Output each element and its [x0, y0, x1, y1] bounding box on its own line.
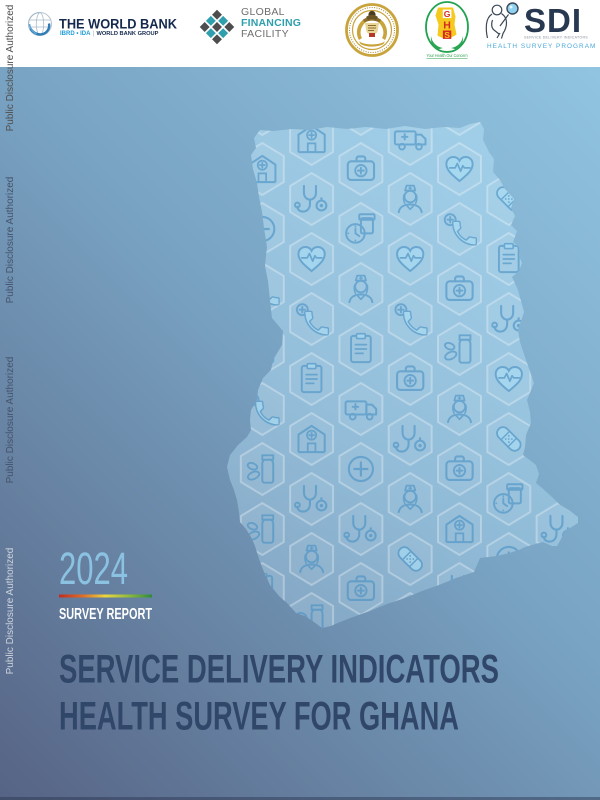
svg-text:WORLD BANK GROUP: WORLD BANK GROUP [97, 31, 159, 37]
svg-text:2024: 2024 [59, 543, 128, 594]
svg-text:GLOBAL: GLOBAL [241, 6, 285, 18]
svg-text:SDI: SDI [524, 2, 582, 39]
svg-text:FINANCING: FINANCING [241, 17, 301, 29]
svg-text:|: | [93, 31, 95, 37]
svg-text:SERVICE DELIVERY INDICATORS: SERVICE DELIVERY INDICATORS [59, 648, 499, 692]
svg-text:Your Health Our Concern: Your Health Our Concern [427, 53, 468, 58]
svg-text:FACILITY: FACILITY [241, 28, 289, 40]
svg-text:S: S [444, 30, 450, 40]
svg-text:IBRD • IDA: IBRD • IDA [60, 31, 91, 37]
svg-text:HEALTH SURVEY FOR GHANA: HEALTH SURVEY FOR GHANA [59, 695, 459, 739]
svg-text:SERVICE DELIVERY INDICATORS: SERVICE DELIVERY INDICATORS [524, 36, 588, 40]
svg-text:HEALTH SURVEY PROGRAM: HEALTH SURVEY PROGRAM [487, 43, 596, 50]
svg-text:H: H [443, 20, 451, 32]
svg-text:THE WORLD BANK: THE WORLD BANK [59, 17, 178, 33]
svg-text:SURVEY REPORT: SURVEY REPORT [59, 606, 152, 623]
svg-text:G: G [444, 9, 451, 19]
